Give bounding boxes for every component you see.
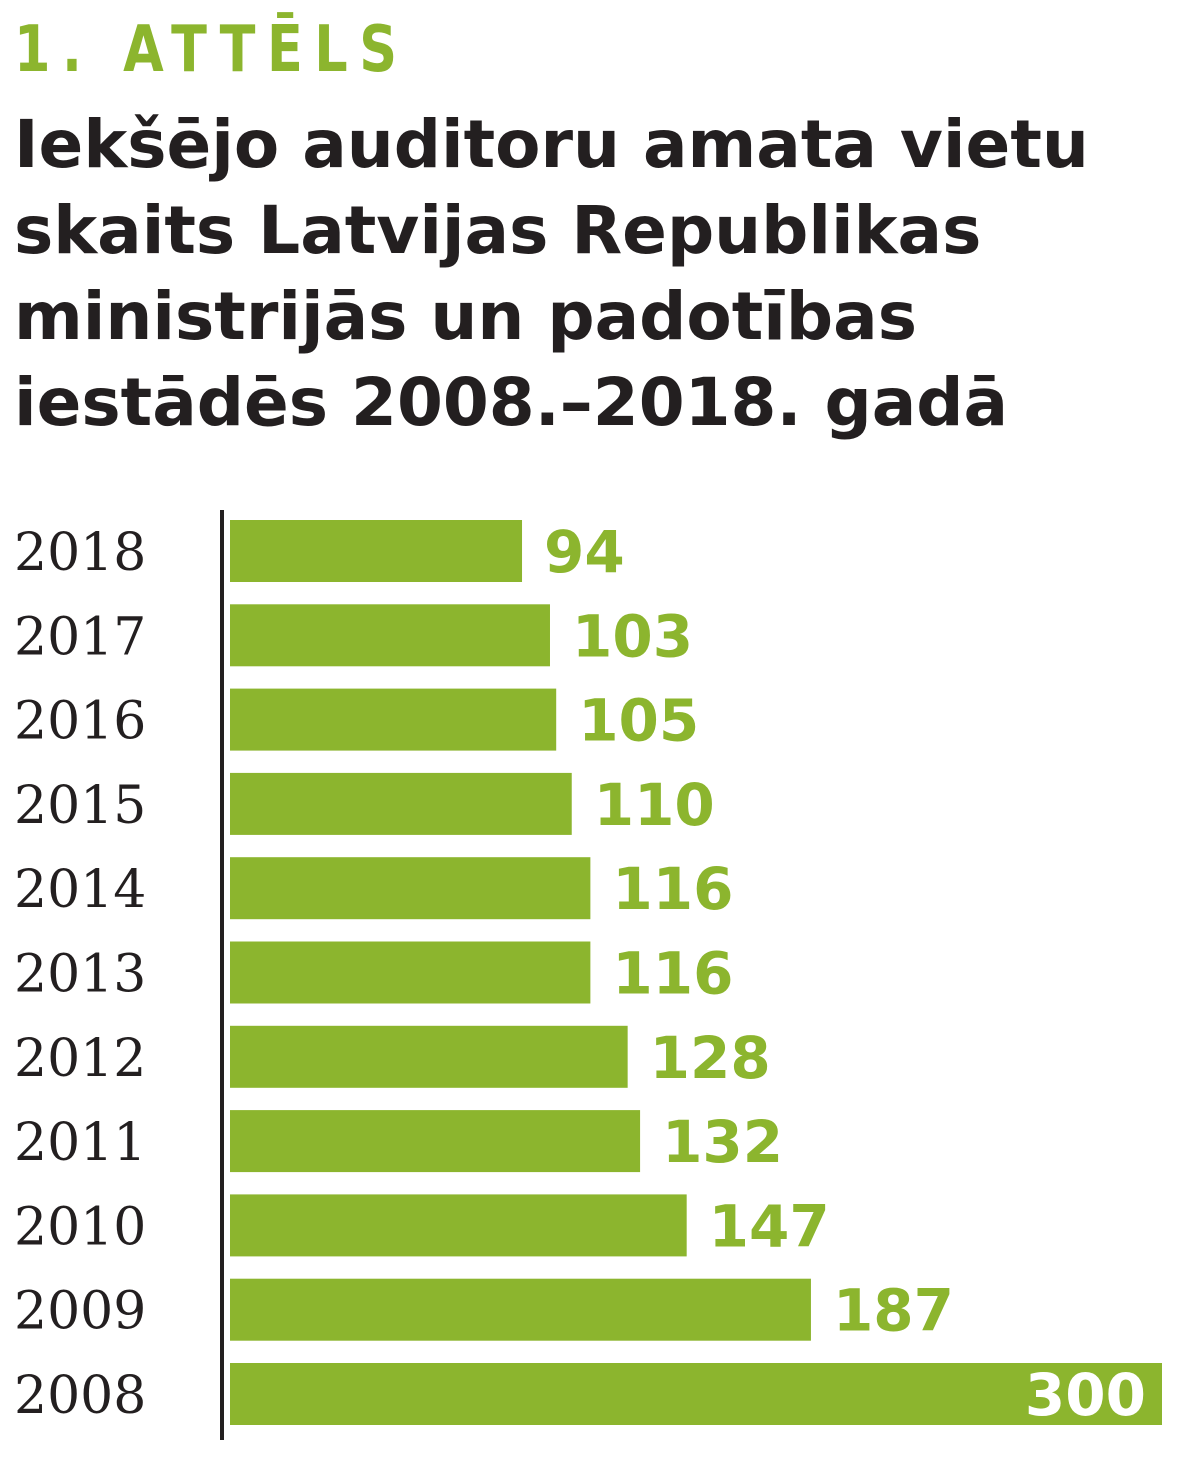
bar-2013 xyxy=(230,941,591,1004)
y-tick-label-2016: 2016 xyxy=(14,692,146,752)
y-tick-label-2009: 2009 xyxy=(14,1282,146,1342)
data-label-2017: 103 xyxy=(572,602,693,670)
bar-2016 xyxy=(230,688,557,751)
y-tick-label-2014: 2014 xyxy=(14,860,146,920)
bar-2011 xyxy=(230,1110,641,1173)
y-tick-label-2018: 2018 xyxy=(14,523,146,583)
data-label-2008: 300 xyxy=(1025,1361,1146,1429)
y-tick-label-2010: 2010 xyxy=(14,1197,146,1257)
y-tick-label-2017: 2017 xyxy=(14,607,146,667)
bars-layer xyxy=(230,520,1162,1425)
bar-2009 xyxy=(230,1278,811,1341)
bar-2018 xyxy=(230,520,523,582)
bar-2010 xyxy=(230,1194,687,1257)
bar-2008 xyxy=(230,1363,1162,1425)
y-tick-label-2015: 2015 xyxy=(14,776,146,836)
data-label-2014: 116 xyxy=(612,855,733,923)
data-label-2012: 128 xyxy=(650,1024,771,1092)
y-tick-label-2012: 2012 xyxy=(14,1029,146,1089)
bar-2017 xyxy=(230,604,550,667)
bar-2015 xyxy=(230,772,572,835)
data-label-2016: 105 xyxy=(578,687,699,755)
y-tick-label-2013: 2013 xyxy=(14,945,146,1005)
data-label-2018: 94 xyxy=(544,518,625,586)
bar-2012 xyxy=(230,1025,628,1088)
data-label-2010: 147 xyxy=(709,1192,830,1260)
bar-2014 xyxy=(230,857,591,920)
chart-title: Iekšējo auditoru amata vietu skaits Latv… xyxy=(14,106,1089,441)
labels-layer: 2018 94 2017 103 2016 105 2015 110 2014 116 2013 11… xyxy=(14,518,1146,1429)
data-label-2013: 116 xyxy=(612,940,733,1008)
figure-label: 1. ATTĒLS xyxy=(14,13,409,87)
y-tick-label-2008: 2008 xyxy=(14,1366,146,1426)
data-label-2015: 110 xyxy=(594,771,715,839)
data-label-2009: 187 xyxy=(833,1277,954,1345)
data-label-2011: 132 xyxy=(662,1108,783,1176)
y-tick-label-2011: 2011 xyxy=(14,1113,146,1173)
